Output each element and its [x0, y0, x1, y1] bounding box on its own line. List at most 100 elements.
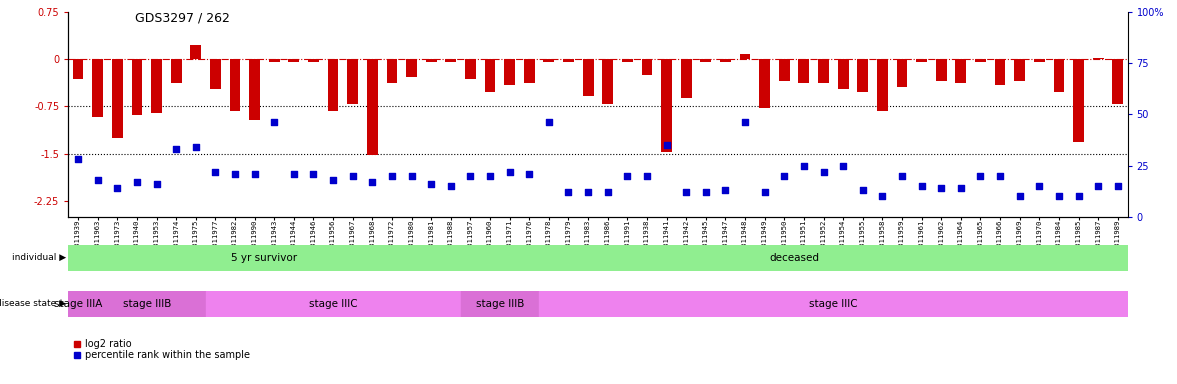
Bar [191, 45, 201, 59]
Bar [524, 59, 534, 83]
Bar [603, 59, 613, 104]
Point [304, 171, 322, 177]
Bar [779, 59, 790, 81]
Point [912, 183, 931, 189]
Point [520, 171, 539, 177]
Bar [386, 59, 398, 83]
Bar [171, 59, 181, 83]
Bar [73, 59, 84, 79]
Point [657, 142, 676, 148]
Point [344, 173, 363, 179]
Point [127, 179, 146, 185]
Point [68, 156, 87, 162]
Point [1010, 194, 1029, 200]
Bar [88, 291, 206, 317]
Point [932, 185, 951, 191]
Point [638, 173, 657, 179]
Point [892, 173, 911, 179]
Bar [406, 59, 417, 77]
Point [265, 119, 284, 126]
Point [736, 119, 754, 126]
Point [873, 194, 892, 200]
Text: GDS3297 / 262: GDS3297 / 262 [135, 12, 231, 25]
Bar [661, 59, 672, 152]
Bar [68, 245, 460, 271]
Bar [680, 59, 692, 98]
Point [677, 189, 696, 195]
Legend: log2 ratio, percentile rank within the sample: log2 ratio, percentile rank within the s… [73, 339, 250, 360]
Bar [485, 59, 496, 92]
Bar [1033, 59, 1045, 62]
Point [147, 181, 166, 187]
Bar [210, 59, 221, 89]
Bar [956, 59, 966, 83]
Point [814, 169, 833, 175]
Bar [268, 59, 280, 62]
Point [1089, 183, 1108, 189]
Point [833, 162, 852, 169]
Text: stage IIIC: stage IIIC [809, 299, 858, 309]
Point [618, 173, 637, 179]
Point [539, 119, 558, 126]
Bar [327, 59, 339, 111]
Point [697, 189, 716, 195]
Point [500, 169, 519, 175]
Point [598, 189, 617, 195]
Point [167, 146, 186, 152]
Bar [230, 59, 240, 111]
Point [324, 177, 343, 183]
Bar [1073, 59, 1084, 142]
Point [480, 173, 499, 179]
Text: stage IIIC: stage IIIC [308, 299, 358, 309]
Bar [700, 59, 711, 62]
Bar [544, 59, 554, 62]
Bar [132, 59, 142, 114]
Bar [460, 245, 1128, 271]
Bar [995, 59, 1005, 86]
Point [971, 173, 990, 179]
Point [245, 171, 264, 177]
Bar [112, 59, 122, 138]
Point [441, 183, 460, 189]
Bar [347, 59, 358, 104]
Text: stage IIIB: stage IIIB [122, 299, 171, 309]
Point [1069, 194, 1088, 200]
Bar [583, 59, 593, 96]
Bar [975, 59, 986, 62]
Bar [759, 59, 770, 108]
Bar [92, 59, 104, 117]
Bar [563, 59, 574, 62]
Text: stage IIIB: stage IIIB [476, 299, 524, 309]
Point [363, 179, 381, 185]
Text: 5 yr survivor: 5 yr survivor [232, 253, 298, 263]
Bar [818, 59, 829, 83]
Bar [465, 59, 476, 79]
Point [794, 162, 813, 169]
Bar [877, 59, 887, 111]
Point [88, 177, 107, 183]
Point [1109, 183, 1128, 189]
Bar [367, 59, 378, 155]
Text: individual ▶: individual ▶ [12, 253, 66, 262]
Bar [460, 291, 539, 317]
Bar [936, 59, 946, 81]
Point [1050, 194, 1069, 200]
Bar [838, 59, 849, 89]
Point [421, 181, 440, 187]
Bar [641, 59, 652, 75]
Point [559, 189, 578, 195]
Bar [1092, 58, 1104, 59]
Point [461, 173, 480, 179]
Point [756, 189, 774, 195]
Point [186, 144, 205, 150]
Bar [1015, 59, 1025, 81]
Bar [426, 59, 437, 62]
Point [1030, 183, 1049, 189]
Point [579, 189, 598, 195]
Bar [798, 59, 810, 83]
Bar [504, 59, 516, 86]
Bar [1112, 59, 1123, 104]
Point [991, 173, 1010, 179]
Bar [739, 54, 751, 59]
Bar [151, 59, 162, 113]
